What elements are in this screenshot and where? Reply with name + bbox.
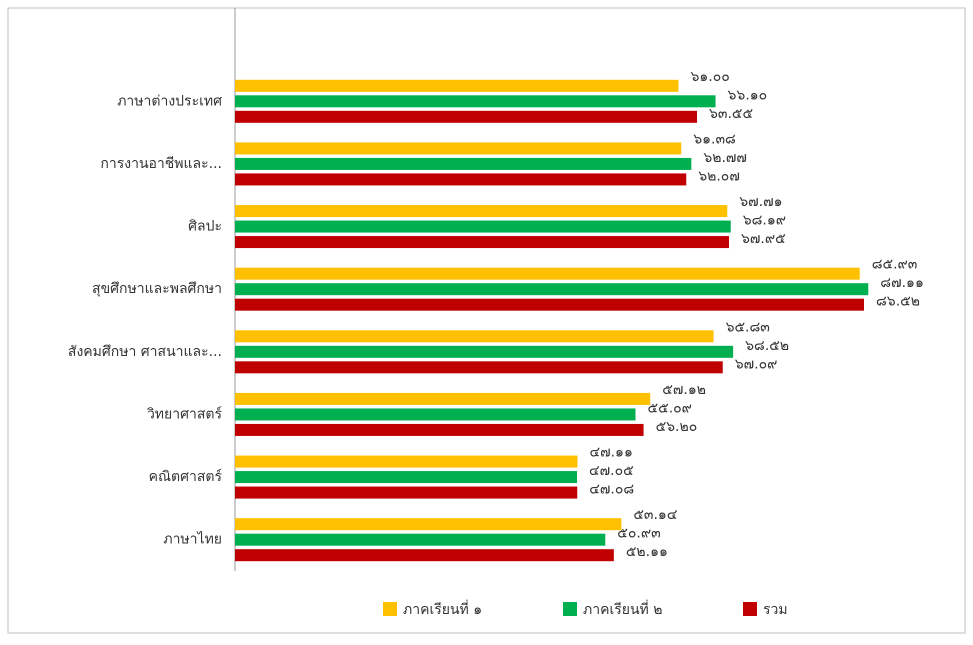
y-tick-label: ภาษาไทย bbox=[163, 531, 222, 548]
legend-label: ภาคเรียนที่ ๒ bbox=[583, 600, 662, 618]
value-label: ๖๘.๕๒ bbox=[745, 338, 789, 354]
value-label: ๖๗.๙๕ bbox=[741, 231, 786, 247]
y-tick-label: วิทยาศาสตร์ bbox=[147, 405, 223, 422]
legend-label: ภาคเรียนที่ ๑ bbox=[403, 600, 482, 618]
bar bbox=[235, 423, 644, 436]
y-tick-label: ภาษาต่างประเทศ bbox=[117, 93, 222, 109]
value-label: ๖๗.๗๑ bbox=[739, 194, 782, 210]
legend-label: รวม bbox=[763, 602, 788, 618]
bar bbox=[235, 533, 606, 546]
bar bbox=[235, 157, 692, 170]
bar bbox=[235, 486, 578, 499]
value-label: ๕๗.๑๒ bbox=[662, 382, 706, 398]
bar bbox=[235, 95, 716, 108]
y-tick-label: การงานอาชีพและ... bbox=[100, 156, 222, 172]
value-label: ๘๗.๑๑ bbox=[880, 275, 924, 291]
y-tick-label: สังคมศึกษา ศาสนาและ... bbox=[68, 344, 222, 360]
bar bbox=[235, 392, 651, 405]
value-label: ๕๐.๙๓ bbox=[617, 526, 660, 542]
value-label: ๔๗.๑๑ bbox=[589, 445, 632, 461]
value-label: ๔๗.๐๕ bbox=[589, 463, 634, 479]
value-label: ๖๖.๑๐ bbox=[728, 87, 768, 103]
value-label: ๖๗.๐๙ bbox=[735, 356, 778, 372]
bar bbox=[235, 455, 578, 468]
value-label: ๕๒.๑๑ bbox=[626, 544, 668, 560]
bar bbox=[235, 79, 679, 92]
bar bbox=[235, 298, 865, 311]
value-label: ๕๖.๒๐ bbox=[656, 419, 698, 435]
y-tick-label: คณิตศาสตร์ bbox=[149, 468, 223, 485]
bar bbox=[235, 283, 869, 296]
bar bbox=[235, 236, 729, 249]
value-label: ๘๕.๙๓ bbox=[872, 257, 918, 273]
bar bbox=[235, 518, 622, 531]
value-label: ๖๘.๑๙ bbox=[743, 213, 786, 229]
bar bbox=[235, 173, 687, 186]
value-label: ๔๗.๐๘ bbox=[589, 482, 634, 498]
bar bbox=[235, 267, 860, 280]
y-tick-label: สุขศึกษาและพลศึกษา bbox=[92, 281, 222, 297]
legend-swatch bbox=[743, 602, 757, 616]
y-tick-label: ศิลปะ bbox=[188, 219, 222, 235]
bar bbox=[235, 361, 723, 374]
bar bbox=[235, 471, 578, 484]
value-label: ๖๓.๕๕ bbox=[709, 106, 753, 122]
bar bbox=[235, 549, 614, 562]
bar bbox=[235, 220, 731, 233]
bar bbox=[235, 205, 728, 218]
legend-swatch bbox=[383, 602, 397, 616]
value-label: ๘๖.๕๒ bbox=[876, 294, 920, 310]
bar bbox=[235, 345, 734, 358]
value-label: ๖๑.๐๐ bbox=[690, 69, 729, 85]
value-label: ๕๓.๑๔ bbox=[633, 507, 677, 523]
value-label: ๖๑.๓๘ bbox=[693, 131, 736, 147]
bar bbox=[235, 330, 714, 343]
legend-swatch bbox=[563, 602, 577, 616]
value-label: ๖๒.๐๗ bbox=[698, 168, 740, 184]
bar bbox=[235, 142, 682, 155]
bar bbox=[235, 110, 698, 123]
value-label: ๖๕.๘๓ bbox=[726, 319, 770, 335]
value-label: ๖๒.๗๗ bbox=[703, 150, 747, 166]
value-label: ๕๕.๐๙ bbox=[648, 400, 692, 416]
bar bbox=[235, 408, 636, 421]
